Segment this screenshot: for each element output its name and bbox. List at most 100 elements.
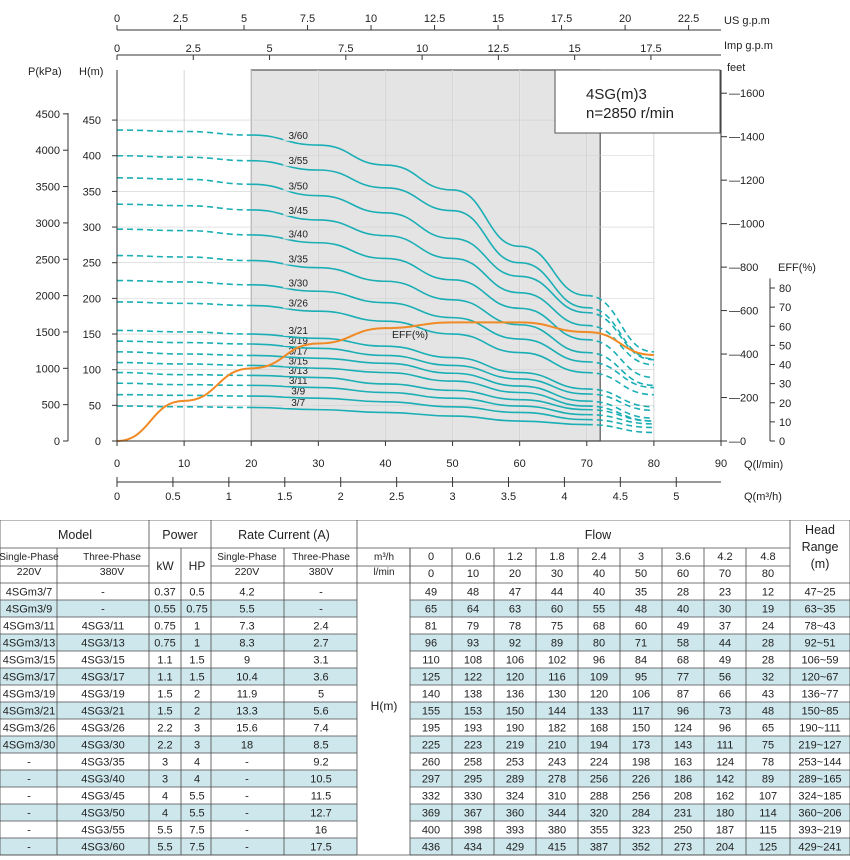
cell-current-three: 12.7 [310,808,331,820]
cell-three-phase-model: - [101,587,105,599]
cell-head: 367 [464,808,482,820]
cell-hp: 3 [194,740,200,752]
y-pressure-tick-label: 4000 [36,145,60,157]
cell-three-phase-model: 4SG3/19 [81,689,124,701]
row-bg-left [0,651,357,668]
cell-head: 19 [762,604,774,616]
head-curve-3/50 [251,183,587,314]
cell-head: 49 [677,621,689,633]
row-bg-right [410,685,850,702]
flow-lmin-value: 70 [719,568,731,580]
header-single-phase: Single-Phase [0,552,59,563]
header-current-single-phase: Single-Phase [217,552,277,563]
curve-label-bg [283,397,314,408]
cell-head: 111 [717,740,734,752]
table-row: 4SGm3/17 4SG3/17 1.1 1.5 10.4 3.6 125 122 120 116… [3,672,839,684]
head-curve-tail-3/19 [586,393,654,412]
cell-head: 155 [422,706,440,718]
cell-head: 186 [674,774,692,786]
row-bg-right [410,702,850,719]
cell-head: 75 [762,740,774,752]
cell-head: 96 [593,655,605,667]
cell-three-phase-model: 4SG3/35 [81,757,124,769]
cell-hp: 5.5 [189,791,204,803]
head-curve-lead-3/50 [116,177,252,186]
cell-head-range: 78~43 [805,621,836,633]
cell-head: 224 [590,757,608,769]
row-bg-left [0,804,357,821]
x-us-tick-label: 20 [619,13,631,25]
cell-current-three: 10.5 [310,774,331,786]
row-bg-left [0,583,357,600]
x-imp-tick-label: 0 [114,43,120,55]
x-primary-tick-label: 40 [379,458,391,470]
cell-head: 330 [464,791,482,803]
head-curve-3/30 [251,284,587,363]
head-curve-tail-3/45 [586,324,654,366]
cell-head: 77 [677,672,689,684]
head-curve-3/7 [251,406,587,426]
efficiency-curve [116,321,654,442]
y-eff-tick-label: 40 [779,360,791,372]
cell-hp: 2 [194,706,200,718]
cell-current-single: 7.3 [239,621,254,633]
cell-head: 180 [716,808,734,820]
table-row: 4SGm3/19 4SG3/19 1.5 2 11.9 5 140 138 136 130 120 1… [3,689,839,701]
curve-label-3/50: 3/50 [288,181,308,192]
header-head-range-line2: Range [802,540,839,554]
y-eff-label: EFF(%) [778,262,816,274]
y-feet-tick-label: —1000 [729,219,764,231]
curve-label-3/15: 3/15 [288,356,308,367]
cell-head: 256 [590,774,608,786]
cell-single-phase-model: - [27,808,31,820]
cell-single-phase-model: - [27,825,31,837]
cell-head: 115 [759,825,777,837]
cell-head: 110 [422,655,440,667]
x-m3h-tick-label: 0 [114,491,120,503]
cell-head: 12 [762,587,774,599]
cell-three-phase-model: 4SG3/11 [82,621,125,633]
x-imp-tick-label: 2.5 [186,43,201,55]
y-head-tick-label: 50 [89,400,101,412]
flow-m3h-value: 0 [428,551,434,563]
cell-head-range: 289~165 [798,774,841,786]
cell-head: 355 [590,825,608,837]
cell-head: 153 [464,706,482,718]
row-bg-right [410,600,850,617]
y-head-tick-label: 300 [83,222,101,234]
table-row-backgrounds [0,520,850,855]
cell-three-phase-model: - [101,604,105,616]
cell-head: 60 [635,621,647,633]
cell-head: 226 [632,774,650,786]
cell-current-three: 5.6 [313,706,328,718]
cell-hp: 4 [194,774,200,786]
header-current-three-phase: Three-Phase [292,552,350,563]
header-power: Power [162,528,197,542]
cell-head-range: 324~185 [798,791,841,803]
head-curve-tail-3/26 [586,371,654,396]
cell-head: 310 [548,791,566,803]
cell-current-three: 5 [318,689,324,701]
x-m3h-tick-label: 3 [449,491,455,503]
table-row: 4SGm3/13 4SG3/13 0.75 1 8.3 2.7 96 93 92 89 80 71 58… [3,638,836,650]
curve-label-3/35: 3/35 [288,255,308,266]
flow-m3h-value: 3 [638,551,644,563]
head-curve-tail-3/15 [586,405,654,422]
cell-hp: 2 [194,689,200,701]
cell-head: 163 [674,757,692,769]
cell-head: 323 [632,825,650,837]
header-three-phase: Three-Phase [83,552,141,563]
y-feet-tick-label: —1600 [729,88,764,100]
cell-head: 55 [593,604,605,616]
cell-head: 64 [467,604,479,616]
row-bg-right [410,583,850,600]
head-curve-lead-3/30 [116,279,252,286]
flow-lmin-value: 80 [762,568,774,580]
cell-current-single: 18 [241,740,253,752]
cell-head: 400 [422,825,440,837]
table-grid-lines [0,520,850,856]
cell-head: 140 [422,689,440,701]
axes [63,25,775,487]
tick-labels: 0 10 20 30 40 50 60 70 80 900 0.5 1 1.5 2 2.5 3 3.5 4 4.5 5… [36,13,792,503]
head-curve-lead-3/45 [116,203,252,211]
